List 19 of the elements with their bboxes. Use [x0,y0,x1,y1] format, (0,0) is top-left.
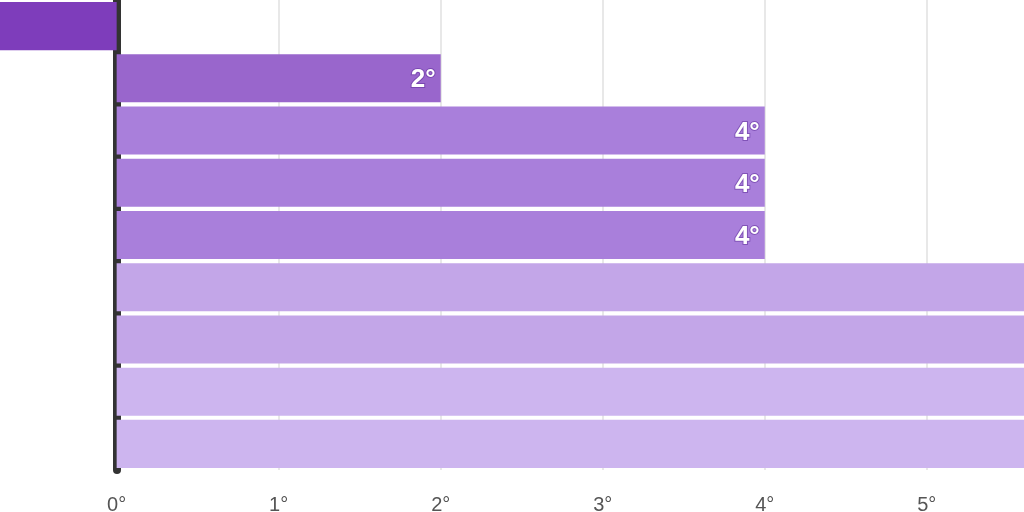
bar [116,158,765,207]
bar [116,263,1024,312]
bar [116,419,1024,468]
bar [116,315,1024,364]
data-label: 4° [734,167,760,198]
data-label: 4° [734,220,760,250]
data-label: 2° [410,63,436,94]
x-tick-label: 0° [107,493,127,512]
x-tick-label: 4° [755,493,775,512]
x-tick-label: 2° [431,493,451,512]
bar [116,210,765,260]
bar [116,106,765,155]
x-tick-label: 3° [593,493,613,512]
bar [0,2,117,51]
x-tick-label: 5° [917,493,937,512]
data-label: 4° [734,115,760,146]
bar [116,54,441,103]
x-tick-label: 1° [269,493,289,512]
bar [116,367,1024,416]
